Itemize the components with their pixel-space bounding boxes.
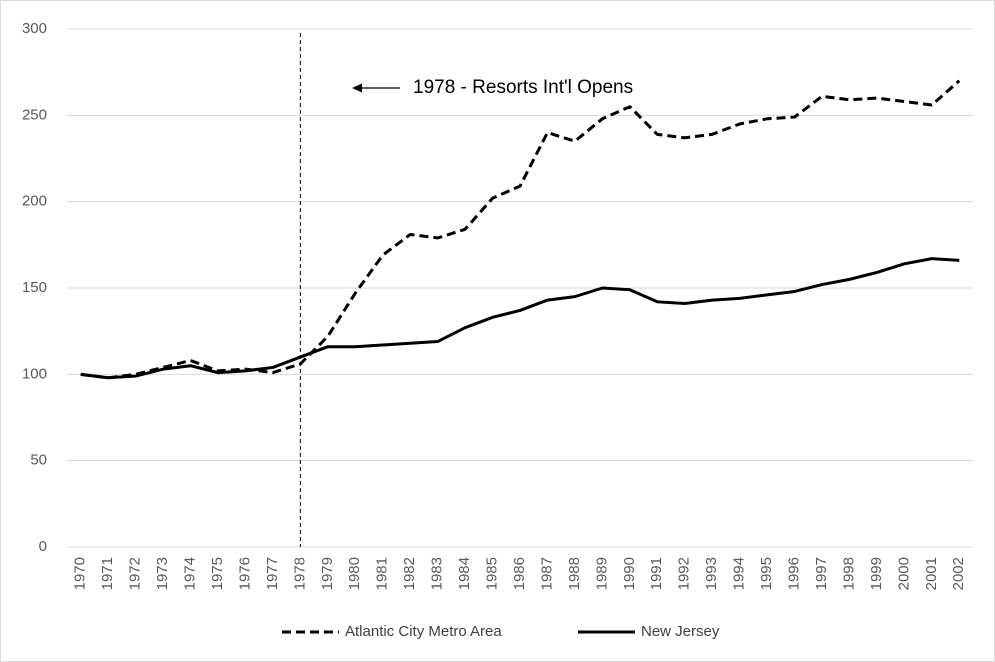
y-tick-label: 300	[22, 20, 47, 37]
x-tick-label: 1997	[813, 557, 830, 590]
x-tick-label: 1972	[127, 557, 144, 590]
x-tick-label: 1980	[346, 557, 363, 590]
grid-layer	[67, 28, 973, 548]
x-tick-label: 1982	[401, 557, 418, 590]
x-tick-label: 1970	[72, 557, 89, 590]
x-tick-label: 1998	[840, 557, 857, 590]
x-tick-label: 1979	[319, 557, 336, 590]
x-tick-label: 1990	[621, 557, 638, 590]
marks-layer	[80, 79, 961, 380]
x-tick-label: 2000	[895, 557, 912, 590]
legend-label: Atlantic City Metro Area	[345, 623, 502, 640]
x-tick-label: 1973	[154, 557, 171, 590]
y-tick-label: 200	[22, 193, 47, 210]
y-tick-label: 0	[39, 538, 47, 555]
x-tick-label: 1994	[731, 557, 748, 590]
x-tick-label: 1975	[209, 557, 226, 590]
x-tick-label: 1995	[758, 557, 775, 590]
annotation-arrowhead	[352, 83, 362, 93]
x-tick-label: 1974	[182, 557, 199, 590]
x-tick-label: 1992	[676, 557, 693, 590]
y-tick-label: 50	[30, 452, 47, 469]
x-tick-label: 1976	[236, 557, 253, 590]
x-tick-label: 1991	[648, 557, 665, 590]
x-tick-label: 1971	[99, 557, 116, 590]
x-tick-label: 1978	[291, 557, 308, 590]
x-tick-label: 1996	[786, 557, 803, 590]
x-tick-label: 1989	[593, 557, 610, 590]
y-tick-label: 250	[22, 106, 47, 123]
x-tick-label: 1986	[511, 557, 528, 590]
annotation-text: 1978 - Resorts Int'l Opens	[413, 77, 633, 98]
x-tick-label: 1987	[538, 557, 555, 590]
x-tick-label: 1988	[566, 557, 583, 590]
x-tick-label: 2001	[923, 557, 940, 590]
x-tick-label: 1977	[264, 557, 281, 590]
x-tick-label: 1983	[429, 557, 446, 590]
y-tick-label: 150	[22, 279, 47, 296]
series-line	[80, 257, 960, 380]
legend-label: New Jersey	[641, 623, 720, 640]
x-tick-label: 1993	[703, 557, 720, 590]
x-tick-label: 1985	[484, 557, 501, 590]
x-tick-label: 1999	[868, 557, 885, 590]
x-tick-label: 2002	[950, 557, 967, 590]
x-tick-label: 1984	[456, 557, 473, 590]
series-line	[80, 79, 961, 380]
y-tick-label: 100	[22, 365, 47, 382]
x-tick-label: 1981	[374, 557, 391, 590]
